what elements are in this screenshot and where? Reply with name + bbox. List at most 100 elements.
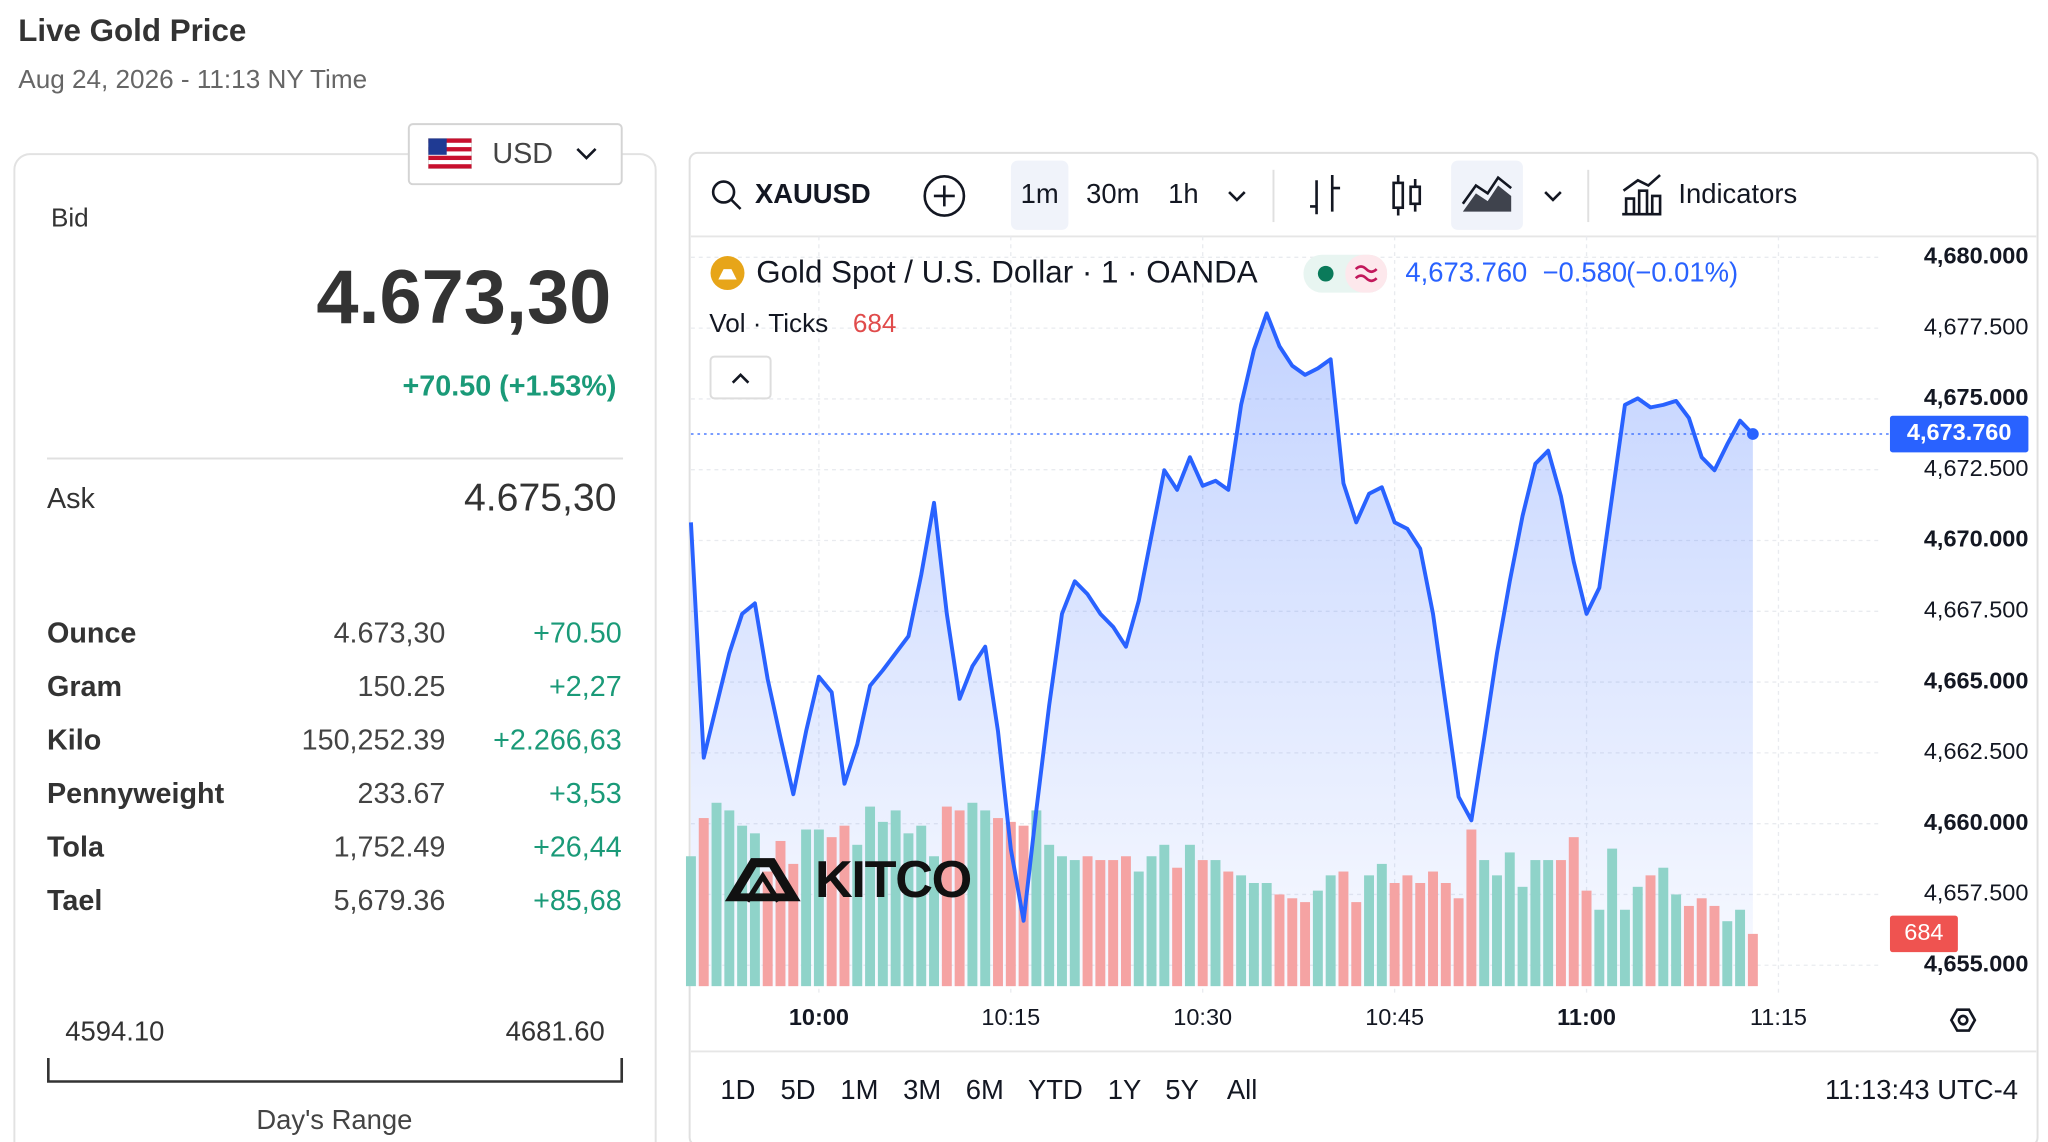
plus-circle-icon xyxy=(923,175,966,217)
currency-label: USD xyxy=(492,138,553,170)
volume-bar xyxy=(1568,837,1579,987)
volume-bar xyxy=(941,806,952,987)
y-tick-label: 4,667.500 xyxy=(1924,596,2029,622)
volume-bar xyxy=(1607,848,1618,987)
x-tick-label: 10:30 xyxy=(1173,1004,1232,1030)
y-tick-label: 4,662.500 xyxy=(1924,738,2029,764)
unit-name: Ounce xyxy=(47,617,136,649)
volume-bar xyxy=(1594,909,1605,987)
us-flag xyxy=(428,138,472,169)
volume-bar xyxy=(852,844,863,987)
settings-button[interactable] xyxy=(1949,1008,1977,1032)
delayed-icon xyxy=(1354,265,1378,283)
currency-select[interactable]: USD xyxy=(407,123,623,186)
volume-bar xyxy=(1082,856,1093,987)
range-high: 4681.60 xyxy=(506,1015,605,1046)
range-buttons: 1D 5D 1M 3M 6M YTD 1Y 5Y All xyxy=(720,1074,1257,1105)
range-button[interactable]: 5Y xyxy=(1165,1074,1199,1105)
x-tick-label: 11:00 xyxy=(1557,1004,1616,1030)
volume-bar xyxy=(1146,856,1157,987)
volume-bar xyxy=(1555,860,1566,987)
volume-legend: Vol · Ticks xyxy=(709,308,828,338)
volume-bar xyxy=(1312,890,1323,987)
y-tick-label: 4,657.500 xyxy=(1924,880,2029,906)
volume-bar xyxy=(1645,875,1656,987)
collapse-legend-button[interactable] xyxy=(709,355,772,400)
volume-bar xyxy=(839,825,850,987)
candles-style-button[interactable] xyxy=(1392,175,1422,216)
volume-bar xyxy=(903,833,914,987)
volume-bar xyxy=(1376,863,1387,987)
volume-bar xyxy=(1543,860,1554,987)
volume-bar xyxy=(1619,909,1630,987)
area-icon xyxy=(1462,185,1512,212)
legend-change-percent: (−0.01%) xyxy=(1626,257,1738,288)
range-button[interactable]: 1Y xyxy=(1108,1074,1142,1105)
range-button[interactable]: 1M xyxy=(840,1074,878,1105)
style-menu[interactable] xyxy=(1544,191,1562,202)
volume-bar xyxy=(1722,921,1733,987)
last-price-badge xyxy=(1889,415,2029,453)
volume-bar xyxy=(890,810,901,987)
indicators-icon xyxy=(1622,174,1662,216)
volume-bar xyxy=(929,856,939,987)
bid-change: +70.50 (+1.53%) xyxy=(403,371,617,403)
volume-bar xyxy=(1184,844,1195,987)
volume-bar xyxy=(877,821,888,987)
range-button[interactable]: 5D xyxy=(781,1074,816,1105)
range-button[interactable]: 3M xyxy=(903,1074,941,1105)
interval-button[interactable]: 30m xyxy=(1086,178,1139,209)
chart-clock: 11:13:43 UTC-4 xyxy=(1825,1074,2018,1105)
x-tick-label: 11:15 xyxy=(1750,1004,1807,1030)
volume-bar xyxy=(1005,821,1016,987)
range-button[interactable]: All xyxy=(1227,1074,1257,1105)
last-volume-label: 684 xyxy=(1904,919,1943,945)
volume-bar xyxy=(1492,875,1502,987)
unit-change: +85,68 xyxy=(533,885,622,917)
y-tick-label: 4,660.000 xyxy=(1924,809,2029,835)
volume-bar xyxy=(1261,883,1272,987)
interval-button[interactable]: 1h xyxy=(1168,178,1198,209)
volume-bar xyxy=(1581,890,1592,987)
volume-bar xyxy=(1236,875,1247,987)
volume-bar xyxy=(1351,902,1362,987)
volume-bar xyxy=(954,810,965,987)
area-icon-line xyxy=(1461,175,1512,205)
market-status-right xyxy=(1345,254,1388,293)
compare-button[interactable] xyxy=(923,175,966,217)
interval-button[interactable]: 1m xyxy=(1021,178,1059,209)
y-tick-label: 4,680.000 xyxy=(1924,243,2029,269)
unit-price: 233.67 xyxy=(358,778,446,810)
volume-bar xyxy=(711,802,722,987)
range-button[interactable]: 6M xyxy=(966,1074,1004,1105)
bid-label: Bid xyxy=(51,202,89,232)
logo-mark xyxy=(724,858,801,902)
volume-bar xyxy=(1069,860,1080,987)
volume-bar xyxy=(1747,933,1758,987)
area-style-button[interactable] xyxy=(1451,160,1523,230)
unit-name: Kilo xyxy=(47,724,101,756)
unit-change: +2.266,63 xyxy=(493,724,622,756)
unit-change: +26,44 xyxy=(533,832,622,864)
page-title: Live Gold Price xyxy=(18,13,246,48)
unit-name: Tael xyxy=(47,885,102,917)
bars-style-button[interactable] xyxy=(1310,175,1341,215)
symbol-search[interactable]: XAUUSD xyxy=(711,178,871,210)
volume-bar xyxy=(1696,898,1707,987)
volume-bar xyxy=(788,863,799,987)
x-tick-label: 10:45 xyxy=(1365,1004,1424,1030)
volume-bar xyxy=(1223,871,1234,987)
volume-bar xyxy=(749,833,760,987)
indicators-button[interactable]: Indicators xyxy=(1622,174,1797,216)
interval-menu[interactable] xyxy=(1228,191,1246,202)
kitco-logo: KITCO xyxy=(724,851,972,909)
volume-bar xyxy=(993,818,1003,987)
y-tick-label: 4,677.500 xyxy=(1924,313,2029,339)
range-button[interactable]: 1D xyxy=(720,1074,755,1105)
range-button[interactable]: YTD xyxy=(1028,1074,1083,1105)
y-tick-label: 4,670.000 xyxy=(1924,526,2029,552)
range-label: Day's Range xyxy=(256,1104,412,1135)
settings-icon-center xyxy=(1957,1014,1969,1026)
volume-bar xyxy=(813,829,824,987)
